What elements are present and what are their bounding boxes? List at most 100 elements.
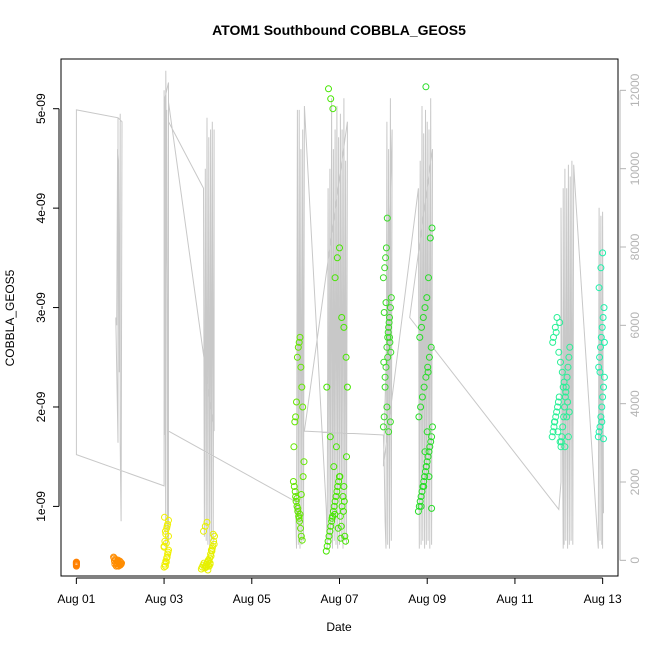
data-point (332, 493, 340, 500)
data-point (206, 554, 214, 562)
data-point (600, 373, 608, 381)
y-tick-label: 5e-09 (34, 93, 48, 124)
data-point (383, 343, 391, 351)
data-point (325, 85, 332, 93)
data-point (327, 522, 335, 530)
data-point (556, 319, 564, 326)
data-point (598, 323, 606, 331)
data-point (110, 554, 118, 562)
data-point (339, 493, 347, 500)
points-layer (72, 83, 608, 574)
data-point (206, 559, 214, 567)
data-point (418, 488, 426, 495)
data-point (337, 534, 345, 542)
data-point (417, 493, 425, 500)
data-point (421, 473, 429, 481)
data-point (297, 524, 304, 532)
data-point (162, 558, 170, 566)
altitude-layer (75, 70, 604, 549)
data-point (296, 510, 304, 518)
data-point (379, 274, 387, 282)
data-point (380, 413, 388, 421)
data-point (552, 328, 560, 336)
chart-title: ATOM1 Southbound COBBLA_GEOS5 (212, 22, 466, 38)
data-point (294, 343, 302, 351)
data-point (428, 504, 436, 512)
data-point (293, 398, 300, 406)
data-point (425, 448, 433, 456)
data-point (387, 294, 395, 302)
data-point (160, 543, 168, 551)
data-point (427, 343, 435, 351)
data-point (204, 561, 212, 569)
data-point (425, 473, 433, 481)
data-point (550, 423, 558, 431)
data-point (424, 363, 432, 371)
data-point (564, 363, 572, 371)
data-point (383, 214, 391, 222)
data-point (561, 403, 568, 411)
data-point (422, 463, 430, 471)
data-point (294, 504, 302, 512)
data-point (386, 304, 394, 312)
data-point (210, 540, 218, 548)
y-tick-label: 3e-09 (34, 292, 48, 323)
data-point (421, 304, 429, 312)
series-5 (322, 85, 351, 555)
data-point (429, 423, 436, 431)
data-point (210, 537, 218, 545)
data-point (114, 556, 122, 564)
data-point (161, 527, 169, 535)
data-point (560, 413, 568, 421)
data-point (292, 497, 300, 505)
data-point (548, 433, 556, 441)
data-point (293, 494, 301, 502)
data-point (328, 517, 336, 525)
data-point (600, 304, 608, 312)
data-point (296, 333, 304, 341)
data-point (164, 548, 172, 556)
data-point (419, 314, 427, 321)
data-point (420, 483, 428, 490)
data-point (296, 517, 304, 525)
data-point (557, 443, 565, 451)
data-point (326, 527, 334, 535)
data-point (323, 542, 331, 550)
data-point (418, 323, 425, 331)
data-point (379, 423, 387, 431)
data-point (416, 333, 424, 341)
data-point (291, 418, 299, 426)
data-point (554, 428, 562, 436)
data-point (327, 95, 335, 103)
data-point (295, 338, 303, 346)
data-point (598, 418, 606, 426)
data-point (422, 83, 430, 91)
data-point (340, 497, 348, 505)
data-point (552, 413, 560, 421)
data-point (595, 363, 603, 371)
data-point (423, 458, 431, 466)
y2-tick-label: 12000 (628, 73, 642, 107)
data-point (161, 562, 169, 570)
data-point (297, 491, 305, 498)
series-8 (548, 314, 574, 451)
x-tick-label: Aug 11 (496, 592, 533, 606)
data-point (381, 373, 389, 381)
series-2 (160, 513, 172, 571)
data-point (343, 383, 351, 391)
data-point (558, 368, 566, 376)
data-point (554, 403, 561, 411)
data-point (423, 294, 431, 302)
data-point (565, 353, 573, 361)
data-point (386, 418, 394, 426)
data-point (299, 473, 307, 481)
data-point (384, 353, 392, 361)
data-point (561, 443, 569, 451)
data-point (333, 488, 341, 495)
data-point (342, 353, 350, 361)
data-point (385, 428, 393, 436)
data-point (383, 403, 391, 411)
data-point (559, 383, 567, 391)
data-point (290, 443, 298, 451)
data-point (597, 264, 605, 272)
